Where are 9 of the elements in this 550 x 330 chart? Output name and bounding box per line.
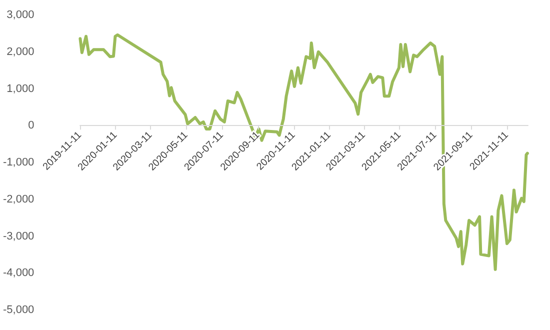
y-tick-label: -3,000 [2, 230, 34, 242]
y-tick-label: 1,000 [6, 82, 34, 95]
y-tick-label: -1,000 [2, 156, 34, 168]
y-tick-label: -2,000 [2, 193, 34, 206]
y-tick-label: -5,000 [2, 304, 34, 316]
y-tick-label: 2,000 [6, 46, 34, 58]
y-tick-label: -4,000 [2, 267, 34, 280]
y-tick-label: 3,000 [6, 9, 34, 21]
y-tick-label: 0 [28, 120, 34, 132]
